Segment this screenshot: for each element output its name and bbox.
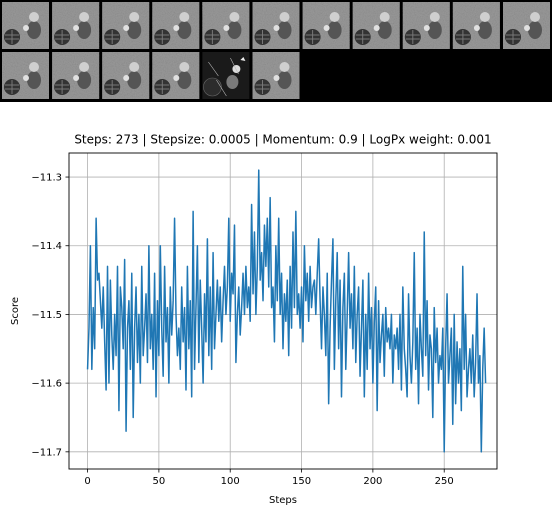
x-tick-label: 200 [363,476,382,487]
y-tick-label: −11.4 [31,241,62,252]
thumbnail [102,52,150,99]
sample-thumbnail-strip [0,0,552,102]
thumbnail-grid [2,2,550,99]
thumbnail [252,52,300,99]
thumbnail [503,2,550,49]
thumbnail-highlight [202,52,250,99]
plot-frame [68,152,498,470]
y-axis-label: Score [10,297,21,325]
x-tick-label: 50 [153,476,166,487]
x-tick-label: 100 [221,476,240,487]
thumbnail [102,2,150,49]
x-axis-ticks: 0 50 100 150 200 250 [84,469,454,487]
thumbnail [52,52,100,99]
series-line [86,169,487,453]
thumbnail [352,2,400,49]
thumbnail [152,52,200,99]
y-tick-label: −11.3 [31,173,62,184]
thumbnail [302,2,350,49]
x-tick-label: 150 [292,476,311,487]
score-line-chart: Steps: 273 | Stepsize: 0.0005 | Momentum… [0,102,552,519]
thumbnail [202,2,250,49]
x-tick-label: 0 [84,476,90,487]
chart-canvas: Steps: 273 | Stepsize: 0.0005 | Momentum… [10,133,498,506]
chart-title: Steps: 273 | Stepsize: 0.0005 | Momentum… [74,133,491,147]
y-axis-ticks: −11.7 −11.6 −11.5 −11.4 −11.3 [31,173,69,458]
thumbnail [402,2,450,49]
thumbnail [252,2,300,49]
thumbnail [52,2,100,49]
thumbnail [452,2,500,49]
thumbnail [152,2,200,49]
x-axis-label: Steps [269,495,297,506]
y-tick-label: −11.6 [31,379,62,390]
y-tick-label: −11.7 [31,447,62,458]
y-tick-label: −11.5 [31,310,62,321]
score-series-line [86,169,487,453]
x-tick-label: 250 [435,476,454,487]
thumbnail [2,2,49,49]
thumbnail [2,52,49,99]
